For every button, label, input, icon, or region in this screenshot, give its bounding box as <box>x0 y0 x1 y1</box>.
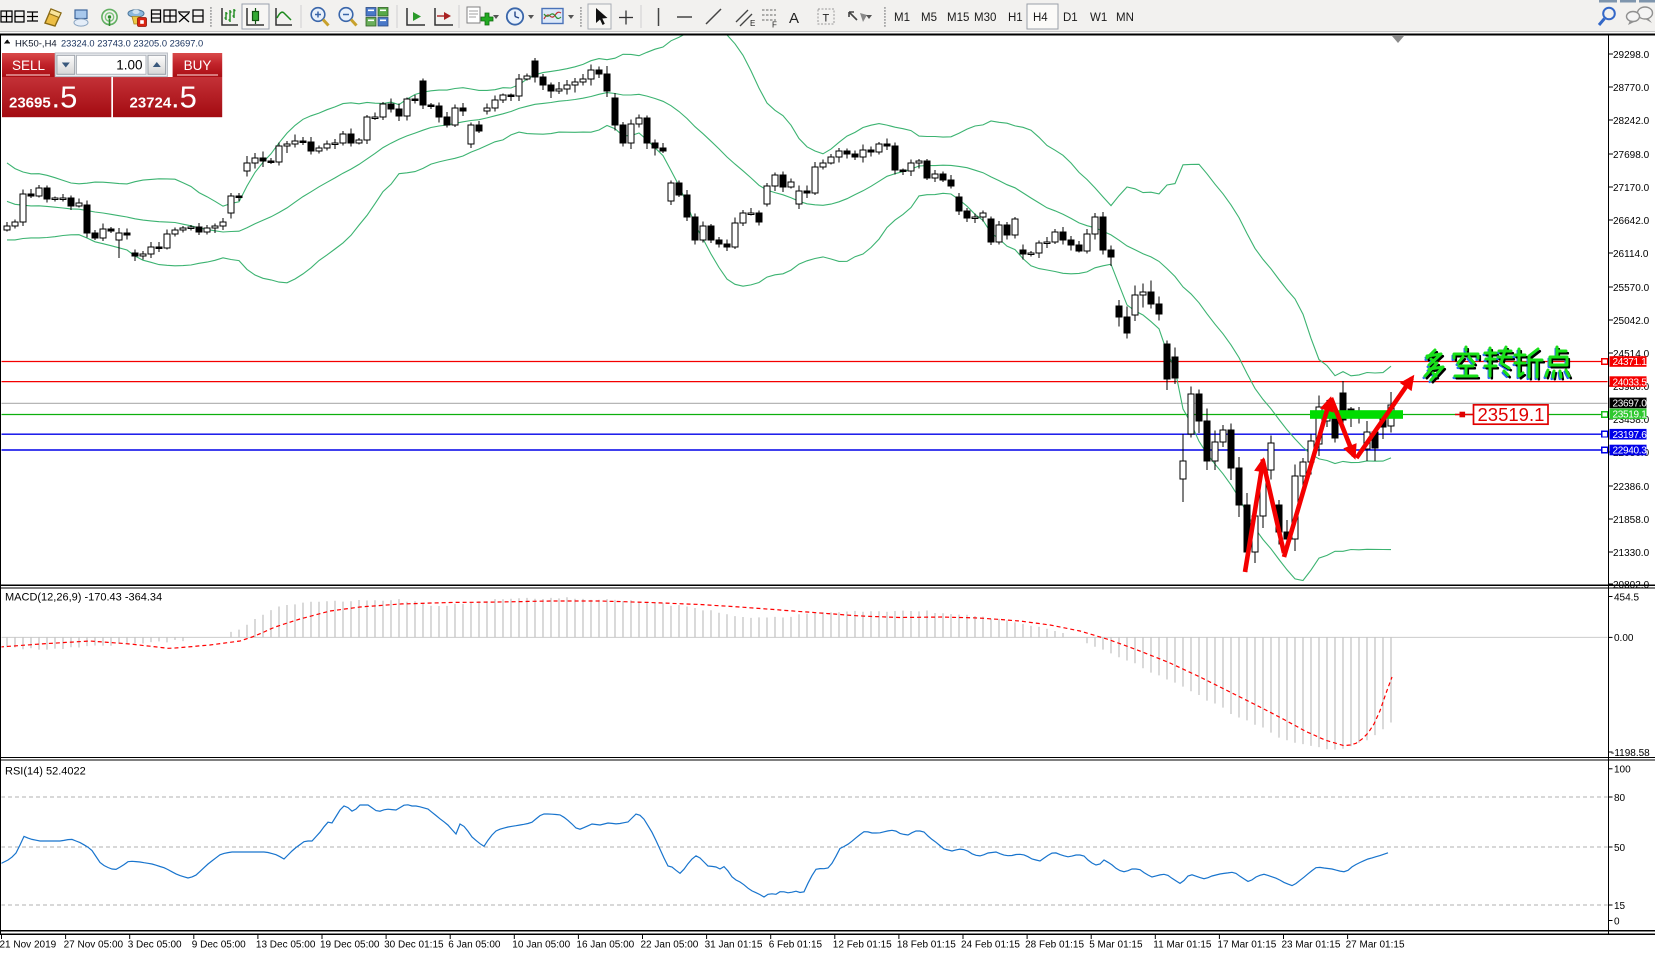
svg-text:5 Mar 01:15: 5 Mar 01:15 <box>1089 940 1143 951</box>
svg-text:W1: W1 <box>1090 12 1107 24</box>
svg-text:E: E <box>750 19 755 28</box>
svg-text:11 Mar 01:15: 11 Mar 01:15 <box>1153 940 1212 951</box>
svg-text:23697.0: 23697.0 <box>1613 399 1648 410</box>
svg-text:T: T <box>823 13 830 25</box>
svg-text:6 Feb 01:15: 6 Feb 01:15 <box>769 940 823 951</box>
svg-text:23519.1: 23519.1 <box>1478 404 1545 425</box>
svg-text:26114.0: 26114.0 <box>1613 249 1649 260</box>
svg-text:-1198.58: -1198.58 <box>1611 748 1650 759</box>
svg-text:27170.0: 27170.0 <box>1613 183 1650 194</box>
svg-text:1.00: 1.00 <box>116 58 142 73</box>
svg-text:24 Feb 01:15: 24 Feb 01:15 <box>961 940 1020 951</box>
svg-text:M1: M1 <box>894 12 910 24</box>
svg-text:100: 100 <box>1614 765 1631 776</box>
svg-text:22940.3: 22940.3 <box>1613 446 1648 457</box>
svg-text:16 Jan 05:00: 16 Jan 05:00 <box>576 940 634 951</box>
svg-text:M30: M30 <box>974 12 996 24</box>
svg-text:27698.0: 27698.0 <box>1613 150 1650 161</box>
svg-text:30 Dec 01:15: 30 Dec 01:15 <box>384 940 444 951</box>
svg-text:23695: 23695 <box>9 95 51 112</box>
svg-text:23324.0 23743.0 23205.0 23697.: 23324.0 23743.0 23205.0 23697.0 <box>61 39 203 49</box>
svg-text:20802.0: 20802.0 <box>1613 580 1650 591</box>
svg-text:22 Jan 05:00: 22 Jan 05:00 <box>641 940 699 951</box>
svg-text:29298.0: 29298.0 <box>1613 50 1650 61</box>
svg-text:23197.6: 23197.6 <box>1613 430 1648 441</box>
svg-text:A: A <box>789 10 799 27</box>
svg-text:17 Mar 01:15: 17 Mar 01:15 <box>1217 940 1276 951</box>
svg-text:24033.5: 24033.5 <box>1613 377 1648 388</box>
svg-text:F: F <box>772 21 777 30</box>
svg-text:50: 50 <box>1614 843 1626 854</box>
svg-text:M5: M5 <box>921 12 937 24</box>
svg-text:10 Jan 05:00: 10 Jan 05:00 <box>512 940 570 951</box>
svg-text:24371.1: 24371.1 <box>1613 357 1648 368</box>
svg-text:12 Feb 01:15: 12 Feb 01:15 <box>833 940 892 951</box>
svg-text:13 Dec 05:00: 13 Dec 05:00 <box>256 940 316 951</box>
svg-text:HK50-,H4: HK50-,H4 <box>15 39 57 50</box>
svg-text:23519.1: 23519.1 <box>1613 410 1648 421</box>
svg-text:18 Feb 01:15: 18 Feb 01:15 <box>897 940 956 951</box>
svg-text:.5: .5 <box>171 80 197 115</box>
svg-text:6 Jan 05:00: 6 Jan 05:00 <box>448 940 501 951</box>
svg-text:MN: MN <box>1116 12 1134 24</box>
svg-text:RSI(14) 52.4022: RSI(14) 52.4022 <box>5 766 86 778</box>
svg-text:0: 0 <box>1614 916 1620 927</box>
svg-text:31 Jan 01:15: 31 Jan 01:15 <box>705 940 763 951</box>
svg-text:24514.0: 24514.0 <box>1613 349 1650 360</box>
svg-text:454.5: 454.5 <box>1614 592 1639 603</box>
svg-text:0.00: 0.00 <box>1614 633 1634 644</box>
svg-text:BUY: BUY <box>184 58 212 73</box>
svg-text:H1: H1 <box>1008 12 1023 24</box>
svg-text:23986.0: 23986.0 <box>1613 382 1650 393</box>
svg-text:28242.0: 28242.0 <box>1613 116 1650 127</box>
svg-text:15: 15 <box>1614 901 1626 912</box>
svg-text:22386.0: 22386.0 <box>1613 482 1650 493</box>
svg-text:21 Nov 2019: 21 Nov 2019 <box>0 940 57 951</box>
svg-text:28 Feb 01:15: 28 Feb 01:15 <box>1025 940 1084 951</box>
svg-text:21858.0: 21858.0 <box>1613 515 1650 526</box>
svg-text:19 Dec 05:00: 19 Dec 05:00 <box>320 940 380 951</box>
svg-text:23458.0: 23458.0 <box>1613 415 1650 426</box>
svg-text:80: 80 <box>1614 793 1626 804</box>
svg-text:27 Mar 01:15: 27 Mar 01:15 <box>1346 940 1405 951</box>
svg-text:28770.0: 28770.0 <box>1613 83 1650 94</box>
svg-text:MACD(12,26,9) -170.43 -364.34: MACD(12,26,9) -170.43 -364.34 <box>5 592 162 604</box>
svg-text:9 Dec 05:00: 9 Dec 05:00 <box>192 940 246 951</box>
svg-text:25570.0: 25570.0 <box>1613 283 1650 294</box>
svg-text:23724: 23724 <box>130 95 172 112</box>
svg-text:3 Dec 05:00: 3 Dec 05:00 <box>128 940 182 951</box>
svg-text:H4: H4 <box>1033 12 1048 24</box>
svg-text:.5: .5 <box>52 80 78 115</box>
svg-text:26642.0: 26642.0 <box>1613 216 1650 227</box>
svg-text:21330.0: 21330.0 <box>1613 548 1650 559</box>
svg-text:23 Mar 01:15: 23 Mar 01:15 <box>1282 940 1341 951</box>
svg-text:SELL: SELL <box>12 58 46 73</box>
svg-text:M15: M15 <box>947 12 969 24</box>
svg-text:27 Nov 05:00: 27 Nov 05:00 <box>64 940 124 951</box>
svg-text:D1: D1 <box>1063 12 1078 24</box>
svg-text:25042.0: 25042.0 <box>1613 316 1650 327</box>
